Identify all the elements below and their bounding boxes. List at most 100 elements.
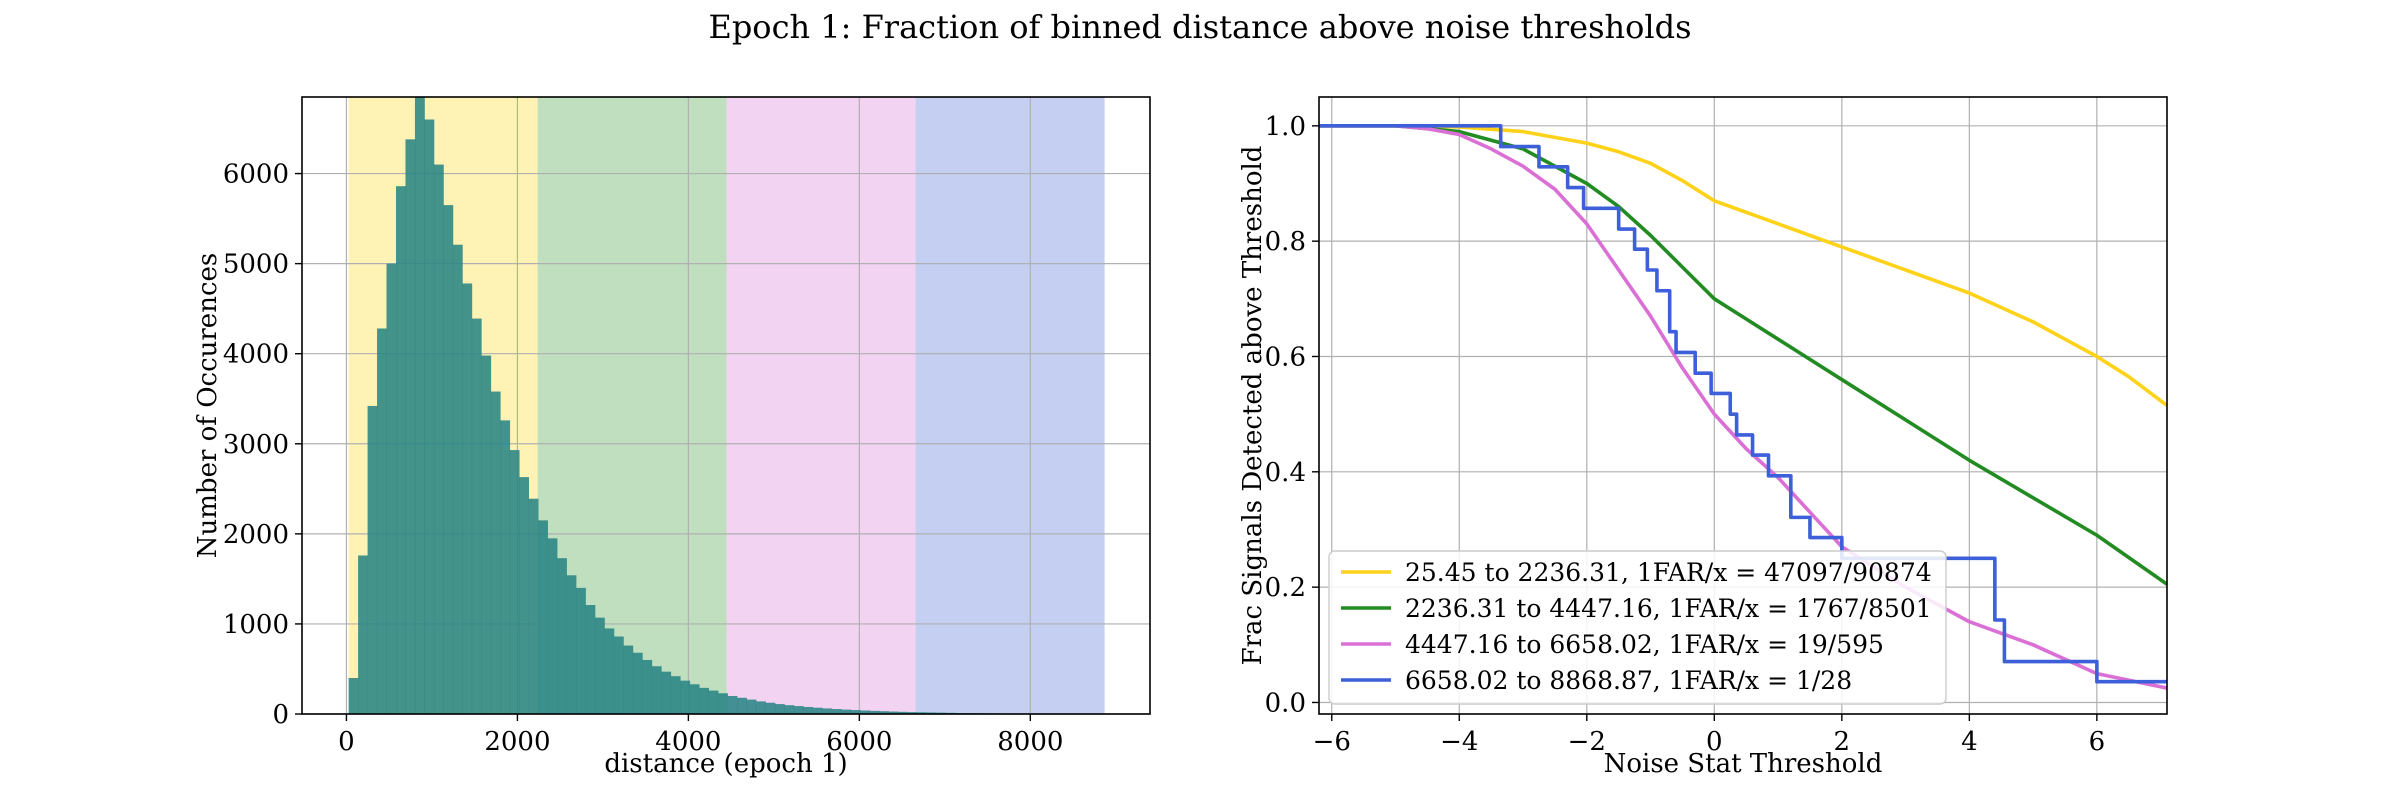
legend-label-3: 4447.16 to 6658.02, 1FAR/x = 19/595 [1405,630,1884,659]
y-tick-label: 1000 [223,610,289,640]
histogram-bar [907,712,918,714]
legend-box [1328,550,1947,705]
histogram-bar [386,263,397,714]
histogram-bar [860,710,871,714]
x-tick-label: −6 [1313,727,1351,757]
histogram-bar [547,538,558,714]
histogram-bar [718,693,728,714]
histogram-bar [822,708,833,714]
histogram-bar [414,97,425,714]
histogram-bar [575,587,586,714]
fraction-series-lines [1319,124,2169,690]
histogram-bar [898,711,908,714]
series-line-3 [1319,124,2168,690]
y-tick-label: 0.6 [1265,342,1306,372]
histogram-bar [348,677,359,714]
legend: 25.45 to 2236.31, 1FAR/x = 47097/90874 22… [1328,550,1947,705]
histogram-bar [613,636,624,714]
histogram-bar [699,687,710,714]
histogram-bar [737,697,747,714]
histogram-bar [689,684,700,714]
histogram-bar [784,705,795,714]
histogram-bar [395,186,406,715]
histogram-bar [424,119,435,714]
histogram-bar [888,711,899,714]
series-line-1 [1319,124,2169,407]
histogram-bar [841,709,852,714]
histogram-bar [680,680,691,714]
histogram-bar [377,328,387,714]
histogram-bar [670,676,681,714]
histogram-bar [452,244,463,714]
histogram-bar [727,695,738,714]
distance-band-3 [726,97,916,714]
histogram-axes-frame [301,96,1151,715]
histogram-bar [661,671,672,714]
histogram-bar [594,617,605,714]
histogram-bar [604,628,615,714]
histogram-bar [632,652,643,714]
x-tick-label: −2 [1568,727,1606,757]
histogram-bar [879,711,890,714]
histogram-bar [367,405,378,714]
histogram-bar [519,477,530,714]
histogram-x-axis-label: distance (epoch 1) [604,749,847,779]
series-line-4 [1319,124,2167,684]
histogram-bar [917,712,927,714]
x-tick-label: 6 [2089,727,2106,757]
x-tick-label: 4 [1961,727,1978,757]
histogram-y-axis-label: Number of Occurences [193,253,223,558]
histogram-bar [831,709,842,714]
y-tick-label: 4000 [223,340,289,370]
x-tick-label: 6000 [826,727,892,757]
histogram-bar [869,710,880,714]
x-tick-label: 4000 [655,727,721,757]
x-tick-label: 2000 [484,727,550,757]
y-tick-label: 5000 [223,250,289,280]
figure-title: Epoch 1: Fraction of binned distance abo… [708,8,1691,46]
histogram-bar [651,666,662,714]
histogram-bar [774,704,785,714]
histogram-bar [538,520,548,714]
histogram-bar [443,205,454,714]
legend-label-2: 2236.31 to 4447.16, 1FAR/x = 1767/8501 [1405,594,1932,623]
histogram-bar [812,707,823,714]
histogram-bar [793,706,804,714]
y-tick-label: 0 [272,700,289,730]
fraction-y-axis-label: Frac Signals Detected above Threshold [1238,146,1268,666]
y-tick-label: 0.8 [1265,227,1306,257]
histogram-bar [481,355,492,714]
y-tick-label: 0.0 [1265,688,1306,718]
histogram-bar [405,139,416,715]
fraction-x-axis-label: Noise Stat Threshold [1604,749,1883,779]
y-tick-label: 0.4 [1265,458,1306,488]
histogram-bar [708,690,719,714]
detection-fraction-panel: −6 −4 −2 0 2 4 6 0.0 0.2 0.4 0.6 0.8 1.0 25.45 to 22… [1238,96,2169,779]
x-tick-label: 0 [1706,727,1723,757]
histogram-bars [348,97,1107,715]
histogram-bar [462,283,473,714]
fraction-axes-frame [1318,96,2168,715]
x-tick-label: −4 [1440,727,1478,757]
histogram-bar [509,450,520,714]
legend-label-1: 25.45 to 2236.31, 1FAR/x = 47097/90874 [1405,558,1932,587]
x-tick-label: 2 [1834,727,1851,757]
y-tick-label: 6000 [223,160,289,190]
histogram-bar [433,164,444,714]
histogram-bar [765,702,776,714]
histogram-bar [471,318,482,714]
histogram-bar [528,498,539,714]
y-tick-label: 2000 [223,520,289,550]
histogram-bar [803,706,814,714]
fraction-ticks: −6 −4 −2 0 2 4 6 0.0 0.2 0.4 0.6 0.8 1.0 [1265,112,2105,757]
histogram-ticks: 0 2000 4000 6000 8000 0 1000 2000 3000 4000 5000 60… [223,160,1064,757]
histogram-bar [746,699,757,714]
histogram-bar [490,391,501,714]
histogram-bar [642,659,653,714]
histogram-bar [623,645,634,714]
histogram-bar [585,605,596,714]
x-tick-label: 8000 [997,727,1063,757]
histogram-panel: 0 2000 4000 6000 8000 0 1000 2000 3000 4000 5000 60… [193,96,1151,779]
x-tick-label: 0 [338,727,355,757]
y-tick-label: 0.2 [1265,573,1306,603]
